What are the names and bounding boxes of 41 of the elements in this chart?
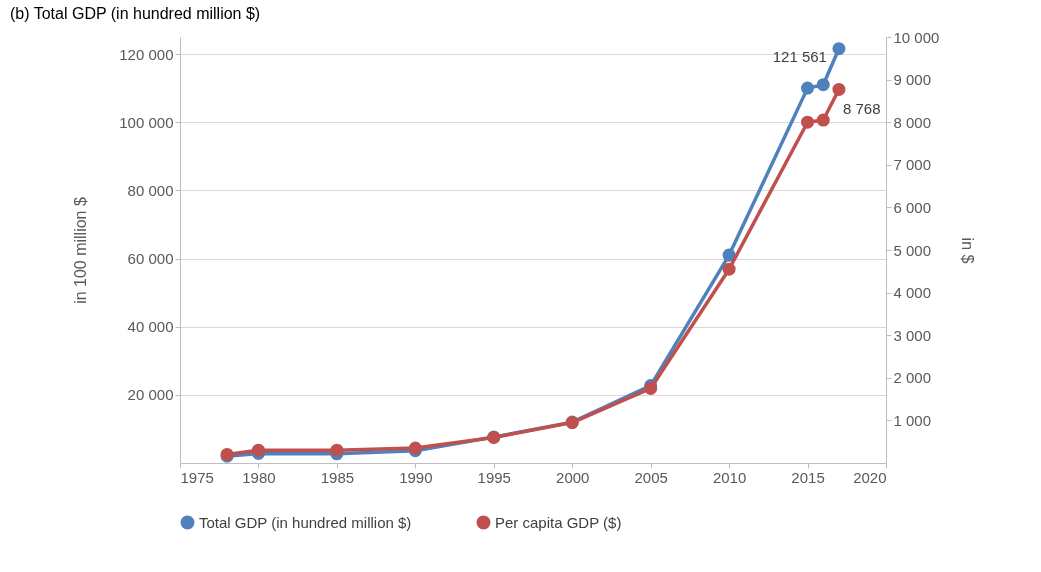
chart-title: (b) Total GDP (in hundred million $) bbox=[10, 5, 261, 22]
y-axis-title: in 100 million $ bbox=[72, 197, 90, 304]
point bbox=[330, 443, 344, 457]
x-tick-label: 2015 bbox=[791, 468, 825, 486]
point bbox=[832, 82, 846, 96]
x-tick-label: 1990 bbox=[399, 468, 433, 486]
y2-tick-label: 5 000 bbox=[893, 241, 932, 259]
x-tick-label: 2005 bbox=[634, 468, 668, 486]
y2-tick-label: 3 000 bbox=[893, 326, 932, 344]
point bbox=[801, 81, 815, 95]
x-tick-label: 2000 bbox=[556, 468, 590, 486]
y2-tick-label: 7 000 bbox=[893, 156, 932, 174]
point bbox=[801, 115, 815, 129]
data-label: 8 768 bbox=[842, 100, 881, 118]
y-tick-label: 60 000 bbox=[127, 250, 174, 268]
y-tick-label: 120 000 bbox=[119, 45, 174, 63]
y2-tick-label: 10 000 bbox=[893, 28, 940, 46]
data-label: 121 561 bbox=[772, 47, 827, 65]
x-tick-label: 2020 bbox=[853, 468, 887, 486]
x-tick-label: 1975 bbox=[180, 468, 214, 486]
x-tick-label: 2010 bbox=[712, 468, 747, 486]
point bbox=[722, 262, 736, 276]
y-tick-label: 80 000 bbox=[127, 181, 174, 199]
legend-label: Total GDP (in hundred million $) bbox=[199, 513, 412, 531]
y2-axis-title: in $ bbox=[959, 237, 977, 264]
x-tick-label: 1985 bbox=[320, 468, 355, 486]
y-tick-label: 40 000 bbox=[127, 318, 174, 336]
legend-label: Per capita GDP ($) bbox=[495, 513, 622, 531]
x-tick-label: 1980 bbox=[242, 468, 276, 486]
y2-tick-label: 6 000 bbox=[893, 198, 932, 216]
y2-tick-label: 4 000 bbox=[893, 284, 932, 302]
y2-tick-label: 9 000 bbox=[893, 71, 932, 89]
y-tick-label: 20 000 bbox=[127, 386, 174, 404]
y2-tick-label: 1 000 bbox=[893, 411, 932, 429]
point bbox=[816, 78, 830, 92]
y-tick-label: 100 000 bbox=[119, 113, 174, 131]
point bbox=[816, 113, 830, 127]
point bbox=[832, 42, 846, 56]
x-tick-label: 1995 bbox=[477, 468, 511, 486]
y2-tick-label: 2 000 bbox=[893, 369, 932, 387]
y2-tick-label: 8 000 bbox=[893, 113, 932, 131]
